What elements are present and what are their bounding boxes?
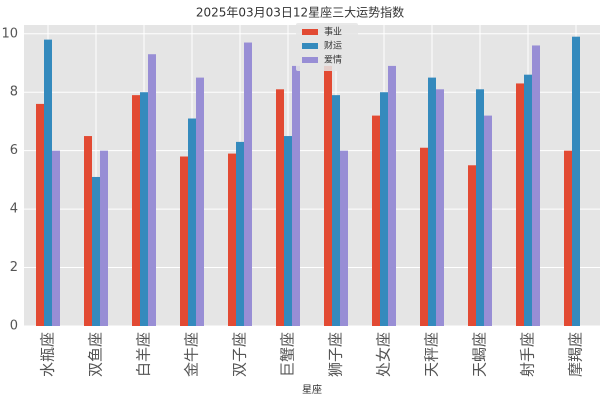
bar (388, 65, 396, 326)
legend-label: 爱情 (324, 54, 342, 66)
bar (372, 115, 380, 327)
x-tick-label: 白羊座 (135, 332, 153, 377)
y-tick-label: 8 (10, 85, 18, 100)
bar (92, 176, 100, 326)
bar (52, 150, 60, 326)
y-tick-label: 6 (10, 143, 18, 158)
y-tick-label: 10 (1, 26, 18, 41)
bar (484, 115, 492, 327)
x-tick-label: 处女座 (375, 332, 393, 377)
bar (284, 136, 292, 326)
bar (236, 141, 244, 326)
bar (84, 136, 92, 326)
bar (180, 156, 188, 326)
x-tick-label: 双鱼座 (87, 332, 105, 377)
legend-swatch (302, 57, 318, 63)
y-tick-label: 4 (10, 202, 18, 217)
bar (196, 77, 204, 326)
legend-label: 事业 (324, 26, 342, 38)
x-axis-label: 星座 (302, 383, 322, 396)
bar (428, 77, 436, 326)
chart-title: 2025年03月03日12星座三大运势指数 (196, 5, 404, 20)
bar (340, 150, 348, 326)
bar (476, 89, 484, 326)
bar (244, 42, 252, 326)
y-tick-label: 2 (10, 260, 18, 275)
x-tick-label: 双子座 (231, 332, 249, 377)
bar (132, 95, 140, 326)
x-tick-label: 天秤座 (423, 332, 441, 377)
x-tick-label: 射手座 (519, 332, 537, 377)
bar (380, 92, 388, 326)
bar (532, 45, 540, 327)
bar (140, 92, 148, 326)
x-tick-label: 狮子座 (327, 332, 345, 377)
bar (420, 147, 428, 326)
bar (44, 39, 52, 327)
bar (36, 103, 44, 326)
bar (188, 118, 196, 327)
bar (516, 83, 524, 327)
bar (148, 54, 156, 327)
bar (572, 36, 580, 326)
bar (100, 150, 108, 326)
bar (564, 150, 572, 326)
legend-label: 财运 (324, 40, 342, 52)
plot-background (24, 25, 600, 326)
bar (332, 95, 340, 326)
x-tick-label: 金牛座 (183, 332, 201, 377)
bar (436, 89, 444, 326)
x-tick-label: 巨蟹座 (279, 332, 297, 377)
bar (324, 65, 332, 326)
legend-swatch (302, 43, 318, 49)
bar (524, 74, 532, 326)
bar (468, 165, 476, 326)
y-tick-label: 0 (10, 319, 18, 334)
bar (276, 89, 284, 326)
x-tick-label: 水瓶座 (39, 332, 57, 377)
bar (228, 153, 236, 326)
bar (292, 65, 300, 326)
legend-swatch (302, 29, 318, 35)
x-tick-label: 摩羯座 (567, 332, 585, 377)
x-tick-label: 天蝎座 (471, 332, 489, 377)
